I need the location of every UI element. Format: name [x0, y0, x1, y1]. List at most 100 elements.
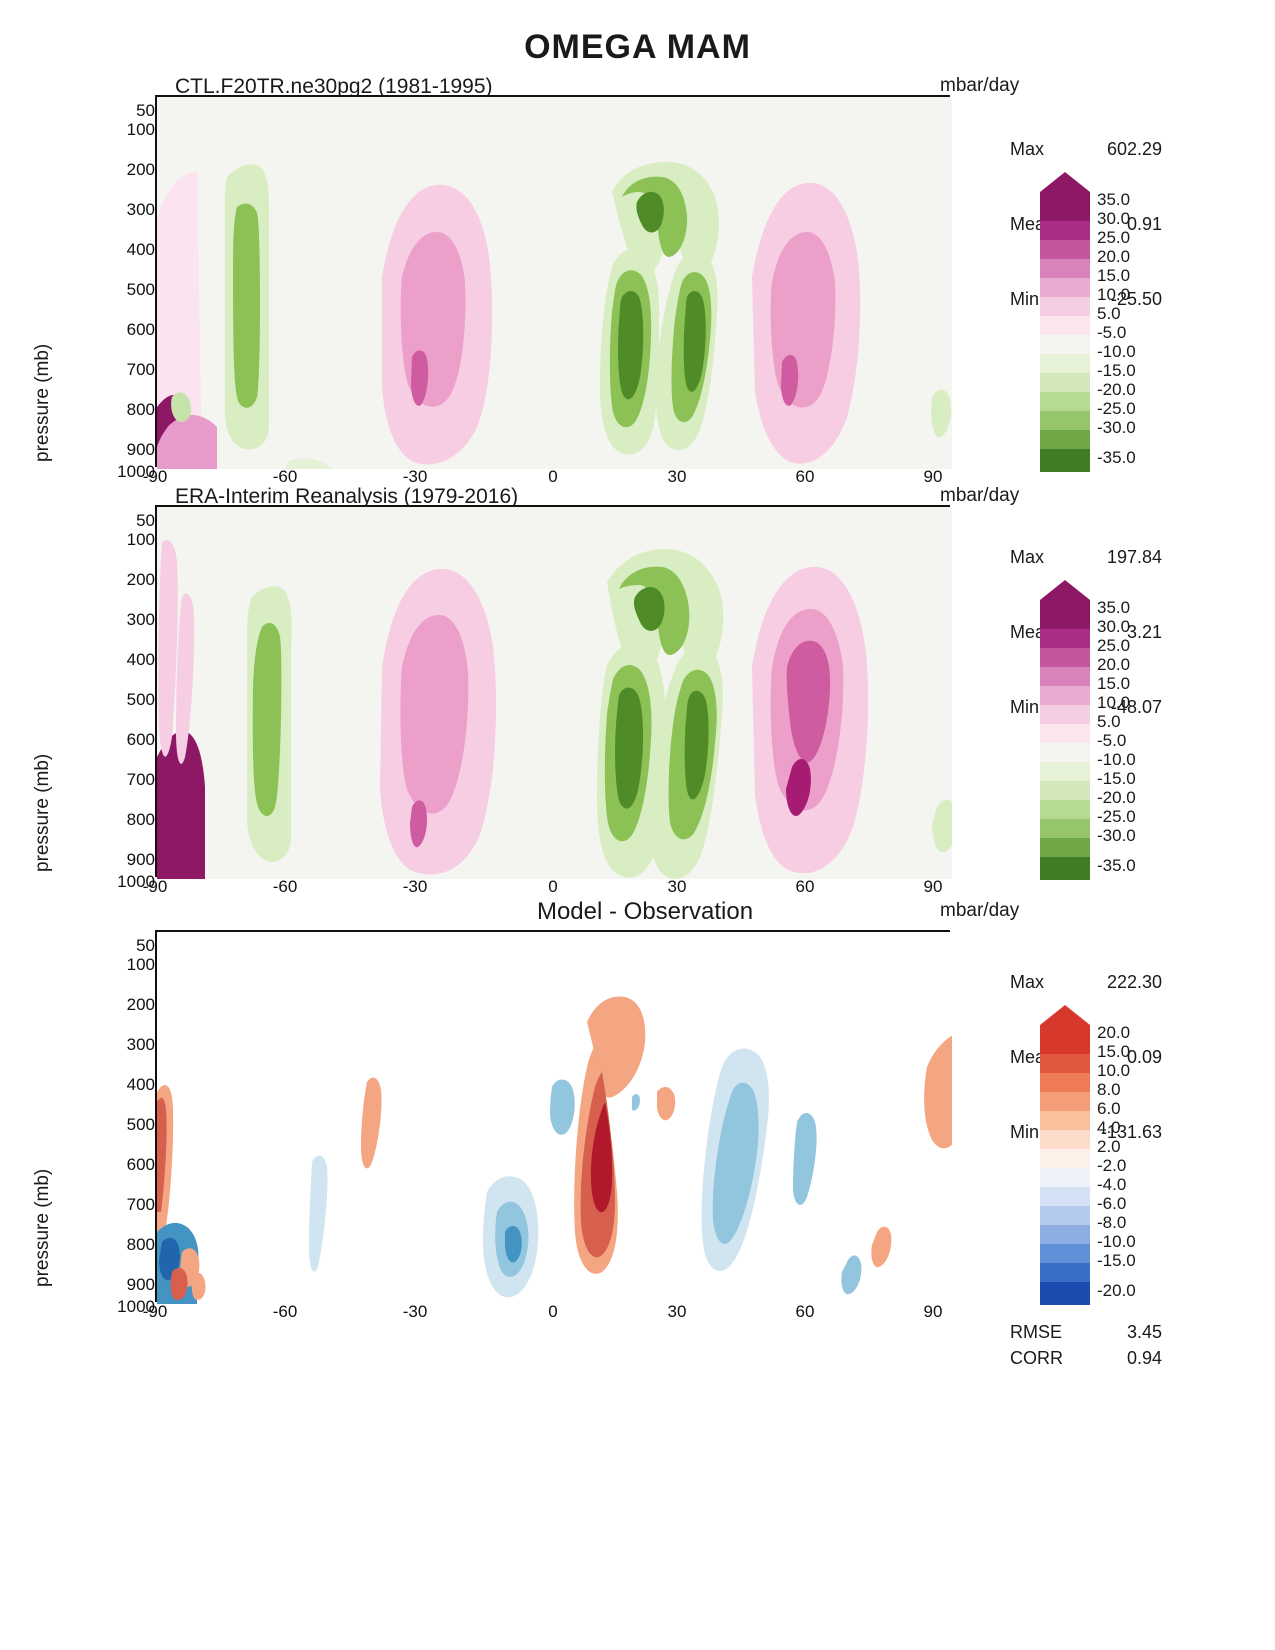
panel2-cb-tick-neg20: -20.0 — [1097, 788, 1136, 808]
panel3-xtick--30: -30 — [390, 1302, 440, 1322]
panel3-ytick-400: 400 — [70, 1075, 155, 1095]
panel1-ytick-200: 200 — [70, 160, 155, 180]
panel1-ylabel: pressure (mb) — [32, 344, 54, 462]
panel1-cb-tick-neg20: -20.0 — [1097, 380, 1136, 400]
panel3-cb-tick-neg15: -15.0 — [1097, 1251, 1136, 1271]
panel2-colorbar: 35.0 30.0 25.0 20.0 15.0 10.0 5.0 -5.0 -… — [1035, 580, 1095, 885]
panel1-cb-tick-25: 25.0 — [1097, 228, 1130, 248]
panel3-cb-tick-20: 20.0 — [1097, 1023, 1130, 1043]
panel2-cb-tick-20: 20.0 — [1097, 655, 1130, 675]
panel1-ytick-400: 400 — [70, 240, 155, 260]
panel3-xtick--90: -90 — [130, 1302, 180, 1322]
panel3-cb-tick-6: 6.0 — [1097, 1099, 1121, 1119]
panel1-plot-area — [155, 95, 950, 467]
panel2-cb-tick-neg10: -10.0 — [1097, 750, 1136, 770]
panel3-cb-tick-neg20: -20.0 — [1097, 1281, 1136, 1301]
panel1-ytick-500: 500 — [70, 280, 155, 300]
panel2-ytick-700: 700 — [70, 770, 155, 790]
panel3-xtick-60: 60 — [780, 1302, 830, 1322]
panel1-cb-tick-neg15: -15.0 — [1097, 361, 1136, 381]
panel-diff: Model - Observation mbar/day pressure (m… — [0, 882, 1275, 1302]
panel2-ytick-600: 600 — [70, 730, 155, 750]
panel2-unit: mbar/day — [940, 485, 1019, 507]
panel3-cb-tick-2: 2.0 — [1097, 1137, 1121, 1157]
panel1-ytick-600: 600 — [70, 320, 155, 340]
panel1-colorbar: 35.0 30.0 25.0 20.0 15.0 10.0 5.0 -5.0 -… — [1035, 172, 1095, 477]
panel1-cb-tick-15: 15.0 — [1097, 266, 1130, 286]
panel2-ytick-50: 50 — [70, 511, 155, 531]
panel2-cb-tick-35: 35.0 — [1097, 598, 1130, 618]
panel3-cb-tick-neg2: -2.0 — [1097, 1156, 1126, 1176]
panel1-cb-tick-10: 10.0 — [1097, 285, 1130, 305]
panel2-ytick-200: 200 — [70, 570, 155, 590]
panel1-cb-tick-neg30: -30.0 — [1097, 418, 1136, 438]
panel3-ylabel: pressure (mb) — [32, 1169, 54, 1287]
panel2-cb-tick-neg5: -5.0 — [1097, 731, 1126, 751]
panel2-cb-tick-10: 10.0 — [1097, 693, 1130, 713]
panel3-cb-tick-10: 10.0 — [1097, 1061, 1130, 1081]
panel-era: ERA-Interim Reanalysis (1979-2016) mbar/… — [0, 467, 1275, 882]
panel2-ytick-100: 100 — [70, 530, 155, 550]
panel3-xtick-30: 30 — [652, 1302, 702, 1322]
panel3-ytick-200: 200 — [70, 995, 155, 1015]
panel2-ytick-400: 400 — [70, 650, 155, 670]
panel2-ytick-800: 800 — [70, 810, 155, 830]
panel3-corr-rmse: RMSE 3.45 CORR 0.94 — [1010, 1319, 1162, 1371]
main-title: OMEGA MAM — [0, 0, 1275, 67]
panel3-ytick-500: 500 — [70, 1115, 155, 1135]
panel3-cb-tick-neg10: -10.0 — [1097, 1232, 1136, 1252]
panel3-ytick-800: 800 — [70, 1235, 155, 1255]
panel1-contour-svg — [157, 97, 952, 469]
panel1-cb-tick-30: 30.0 — [1097, 209, 1130, 229]
panel2-cb-tick-neg15: -15.0 — [1097, 769, 1136, 789]
panel2-ytick-300: 300 — [70, 610, 155, 630]
panel2-cb-tick-5: 5.0 — [1097, 712, 1121, 732]
panel3-cb-tick-15: 15.0 — [1097, 1042, 1130, 1062]
panel2-contour-svg — [157, 507, 952, 879]
panel3-colorbar: 20.0 15.0 10.0 8.0 6.0 4.0 2.0 -2.0 -4.0… — [1035, 1005, 1095, 1310]
panel2-ytick-500: 500 — [70, 690, 155, 710]
panel2-colorbar-svg — [1035, 580, 1095, 880]
panel1-cb-tick-20: 20.0 — [1097, 247, 1130, 267]
panel1-cb-tick-neg5: -5.0 — [1097, 323, 1126, 343]
panel1-colorbar-svg — [1035, 172, 1095, 472]
panel2-cb-tick-15: 15.0 — [1097, 674, 1130, 694]
panel1-cb-tick-35: 35.0 — [1097, 190, 1130, 210]
panel2-cb-tick-neg35: -35.0 — [1097, 856, 1136, 876]
panel1-ytick-700: 700 — [70, 360, 155, 380]
panel1-cb-tick-5: 5.0 — [1097, 304, 1121, 324]
panel1-ytick-100: 100 — [70, 120, 155, 140]
panel1-ytick-900: 900 — [70, 440, 155, 460]
panel1-ytick-300: 300 — [70, 200, 155, 220]
panel2-ytick-900: 900 — [70, 850, 155, 870]
panel2-cb-tick-neg25: -25.0 — [1097, 807, 1136, 827]
panel2-plot-area — [155, 505, 950, 877]
panel3-ytick-300: 300 — [70, 1035, 155, 1055]
panel-ctl: CTL.F20TR.ne30pg2 (1981-1995) mbar/day p… — [0, 67, 1275, 467]
panel1-cb-tick-neg10: -10.0 — [1097, 342, 1136, 362]
panel3-contour-svg — [157, 932, 952, 1304]
panel3-ytick-700: 700 — [70, 1195, 155, 1215]
panel3-cb-tick-neg4: -4.0 — [1097, 1175, 1126, 1195]
panel3-cb-tick-8: 8.0 — [1097, 1080, 1121, 1100]
panel3-title: Model - Observation — [495, 898, 795, 926]
panel2-ylabel: pressure (mb) — [32, 754, 54, 872]
panel3-xtick-0: 0 — [528, 1302, 578, 1322]
panel3-ytick-100: 100 — [70, 955, 155, 975]
panel3-plot-area — [155, 930, 950, 1302]
panel1-ytick-800: 800 — [70, 400, 155, 420]
panel2-cb-tick-30: 30.0 — [1097, 617, 1130, 637]
panel3-cb-tick-4: 4.0 — [1097, 1118, 1121, 1138]
panel2-cb-tick-25: 25.0 — [1097, 636, 1130, 656]
panel3-ytick-50: 50 — [70, 936, 155, 956]
panel1-unit: mbar/day — [940, 75, 1019, 97]
panel1-ytick-50: 50 — [70, 101, 155, 121]
panel3-ytick-600: 600 — [70, 1155, 155, 1175]
panel3-xtick-90: 90 — [908, 1302, 958, 1322]
panel2-cb-tick-neg30: -30.0 — [1097, 826, 1136, 846]
panel3-unit: mbar/day — [940, 900, 1019, 922]
panel3-cb-tick-neg6: -6.0 — [1097, 1194, 1126, 1214]
panel1-cb-tick-neg35: -35.0 — [1097, 448, 1136, 468]
panel1-cb-tick-neg25: -25.0 — [1097, 399, 1136, 419]
panel3-xtick--60: -60 — [260, 1302, 310, 1322]
